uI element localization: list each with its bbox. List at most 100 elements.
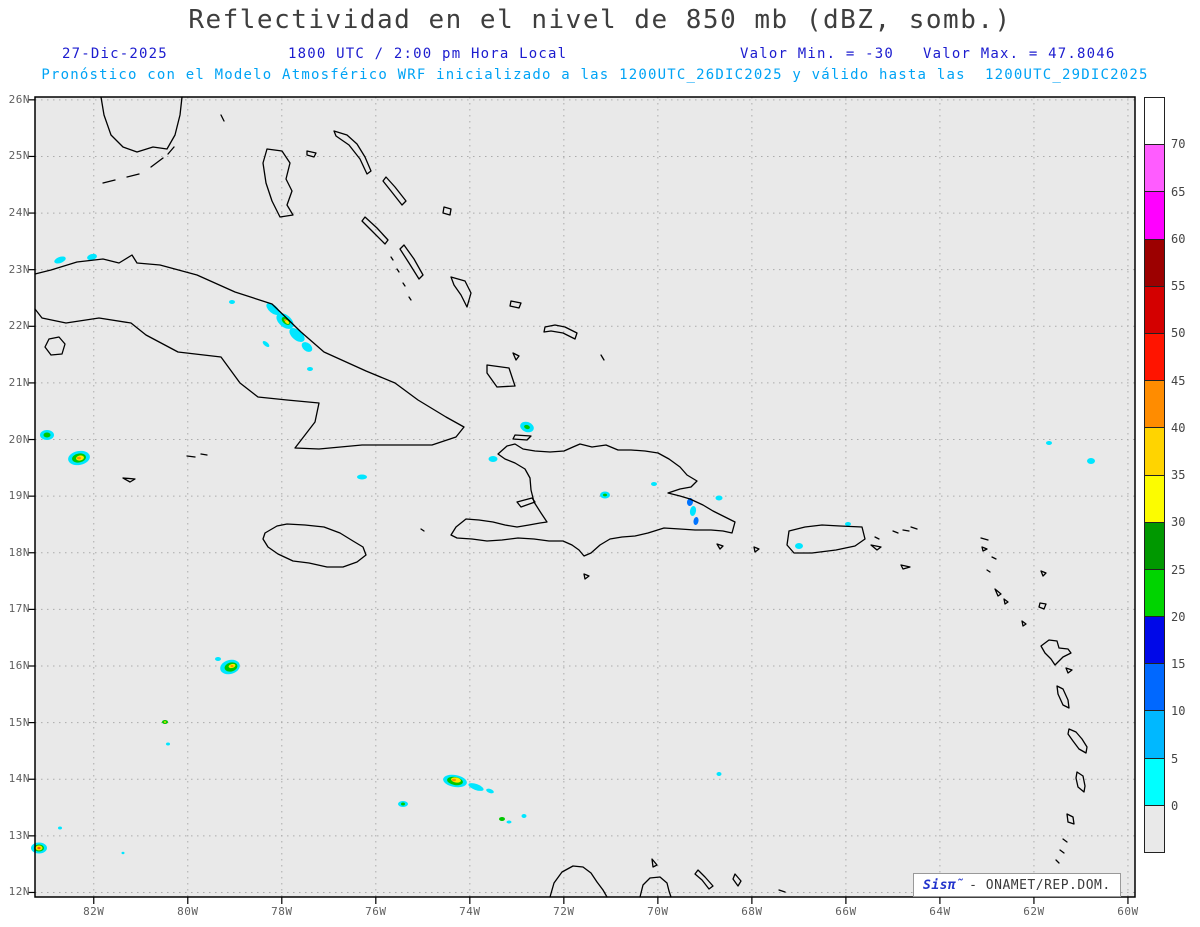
lat-label-17N: 17N — [8, 602, 30, 616]
reflectivity-cells — [31, 253, 1095, 855]
coastline-st-vincent — [1066, 813, 1075, 825]
map-canvas — [28, 96, 1136, 904]
reflectivity-cell — [521, 814, 527, 818]
coastline-eleuthera — [333, 130, 372, 175]
reflectivity-cell — [54, 256, 66, 264]
coastline-florida-keys — [102, 146, 175, 184]
reflectivity-cell — [266, 303, 280, 315]
colorbar-segment — [1145, 475, 1164, 523]
coastline-florida — [100, 96, 183, 153]
coastline-san-salvador — [442, 206, 452, 216]
lat-label-19N: 19N — [8, 489, 30, 503]
reflectivity-cell — [499, 817, 505, 821]
colorbar-tick-55: 55 — [1171, 279, 1186, 293]
coastline-bonaire — [732, 873, 742, 887]
colorbar-segment — [1145, 98, 1164, 146]
coastline-grenadines — [1055, 838, 1068, 864]
coastline-aruba — [651, 858, 658, 868]
colorbar-tick-45: 45 — [1171, 373, 1186, 388]
colorbar-segment — [1145, 428, 1164, 476]
map-frame — [34, 96, 1136, 898]
colorbar-tick-10: 10 — [1171, 704, 1186, 719]
colorbar — [1144, 97, 1165, 853]
lon-label-68W: 68W — [741, 905, 763, 918]
reflectivity-cell — [452, 778, 456, 782]
reflectivity-cell — [524, 424, 530, 430]
reflectivity-cell — [488, 456, 498, 462]
lat-label-12N: 12N — [8, 885, 30, 899]
colorbar-segment — [1145, 617, 1164, 665]
reflectivity-cell — [486, 788, 494, 794]
colorbar-segment — [1145, 239, 1164, 287]
reflectivity-cell — [357, 474, 367, 480]
reflectivity-cell — [121, 851, 125, 855]
reflectivity-cell — [715, 495, 723, 501]
coastline-antigua — [1038, 602, 1047, 610]
reflectivity-cell — [77, 456, 81, 460]
lat-label-20N: 20N — [8, 432, 30, 446]
page-title: Reflectividad en el nivel de 850 mb (dBZ… — [188, 5, 1012, 35]
reflectivity-cell — [689, 506, 697, 516]
colorbar-segment — [1145, 145, 1164, 193]
reflectivity-cell — [43, 432, 51, 438]
colorbar-segment — [1145, 805, 1164, 852]
lat-label-23N: 23N — [8, 262, 30, 276]
watermark-org: - ONAMET/REP.DOM. — [969, 877, 1111, 893]
coastline-saona — [716, 543, 724, 550]
coastline-st-croix — [900, 564, 911, 570]
coastline-ragged-cays — [390, 256, 412, 301]
reflectivity-cell — [401, 802, 405, 806]
reflectivity-cell — [284, 320, 290, 324]
reflectivity-cell — [215, 657, 221, 661]
reflectivity-cell — [693, 517, 699, 525]
min-max-values-label: Valor Min. = -30 Valor Max. = 47.8046 — [740, 46, 1116, 62]
colorbar-tick-40: 40 — [1171, 420, 1186, 435]
colorbar-tick-50: 50 — [1171, 326, 1186, 341]
watermark-badge: Sisπ̃ - ONAMET/REP.DOM. — [913, 873, 1121, 897]
lat-label-22N: 22N — [8, 319, 30, 333]
coastline-andros — [262, 148, 294, 218]
coastline-los-roques — [778, 889, 786, 893]
reflectivity-cell — [307, 367, 313, 371]
colorbar-tick-35: 35 — [1171, 468, 1186, 482]
reflectivity-cell — [301, 342, 313, 352]
colorbar-tick-15: 15 — [1171, 657, 1186, 671]
colorbar-segment — [1145, 286, 1164, 334]
coastline-paraguana — [639, 876, 672, 898]
reflectivity-cell — [230, 665, 234, 667]
coastline-mona — [753, 546, 760, 553]
colorbar-tick-70: 70 — [1171, 137, 1186, 152]
valid-time-label: 1800 UTC / 2:00 pm Hora Local — [288, 46, 568, 62]
coastline-tortuga — [512, 434, 532, 441]
colorbar-segment — [1145, 333, 1164, 382]
coastline-cuba — [34, 254, 465, 450]
lon-label-78W: 78W — [271, 905, 293, 918]
colorbar-segment — [1145, 758, 1164, 806]
lat-label-13N: 13N — [8, 828, 30, 842]
lon-label-64W: 64W — [929, 905, 951, 918]
lat-label-26N: 26N — [8, 92, 30, 106]
reflectivity-cell — [289, 328, 305, 342]
coastlines — [34, 96, 1088, 898]
colorbar-segment — [1145, 664, 1164, 712]
watermark-brand: Sisπ̃ — [923, 877, 965, 893]
coastline-st-lucia — [1075, 771, 1086, 793]
coastline-gonave — [516, 497, 536, 508]
colorbar-segment — [1145, 569, 1164, 618]
coastline-mayaguana — [509, 300, 522, 309]
colorbar-segment — [1145, 381, 1164, 429]
date-label: 27-Dic-2025 — [62, 46, 168, 62]
coastline-jamaica — [262, 523, 367, 568]
lon-label-72W: 72W — [553, 905, 575, 918]
coastline-puerto-rico — [786, 524, 866, 554]
colorbar-segment — [1145, 711, 1164, 759]
colorbar-tick-5: 5 — [1171, 751, 1179, 766]
colorbar-tick-20: 20 — [1171, 609, 1186, 624]
lon-label-60W: 60W — [1117, 905, 1139, 918]
axis-ticks — [28, 99, 1129, 904]
coastline-crooked-acklins — [450, 276, 472, 308]
reflectivity-cell — [1046, 441, 1052, 445]
coastline-long-island-bahamas — [399, 244, 424, 280]
colorbar-tick-0: 0 — [1171, 798, 1179, 813]
